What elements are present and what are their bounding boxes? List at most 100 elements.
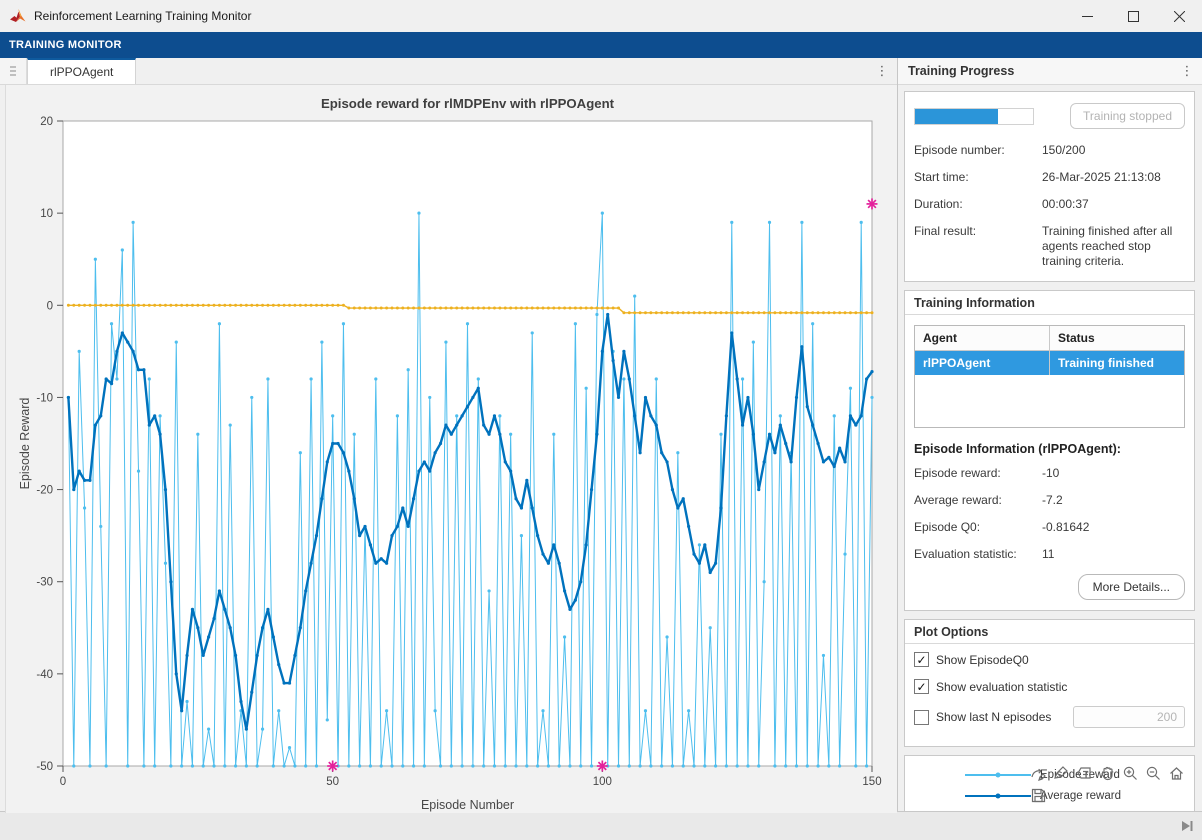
training-information-title: Training Information	[905, 291, 1194, 315]
cell-status: Training finished	[1050, 351, 1184, 375]
training-progress-header: Training Progress ⋮	[898, 58, 1202, 85]
episode-reward-row: Episode reward: -10	[905, 460, 1194, 487]
tab-label: rlPPOAgent	[50, 65, 113, 79]
svg-text:0: 0	[60, 776, 66, 788]
legend-label-episodeq0: EpisodeQ0	[1040, 811, 1097, 812]
duration-row: Duration: 00:00:37	[905, 191, 1194, 218]
svg-text:Episode reward for rlMDPEnv wi: Episode reward for rlMDPEnv with rlPPOAg…	[321, 96, 615, 111]
duration-value: 00:00:37	[1042, 197, 1185, 212]
duration-label: Duration:	[914, 197, 1042, 212]
datatips-icon[interactable]	[1074, 763, 1094, 783]
table-empty-area	[915, 375, 1184, 427]
table-row-rlppoagent[interactable]: rlPPOAgent Training finished	[915, 351, 1184, 375]
episode-number-label: Episode number:	[914, 143, 1042, 158]
start-time-value: 26-Mar-2025 21:13:08	[1042, 170, 1185, 185]
zoom-in-icon[interactable]	[1120, 763, 1140, 783]
agent-status-table: Agent Status rlPPOAgent Training finishe…	[914, 325, 1185, 428]
final-result-label: Final result:	[914, 224, 1042, 269]
evaluation-statistic-value: 11	[1042, 547, 1185, 562]
minimize-button[interactable]	[1064, 0, 1110, 32]
svg-text:Episode Reward: Episode Reward	[18, 398, 32, 490]
evaluation-statistic-label: Evaluation statistic:	[914, 547, 1042, 562]
svg-text:-30: -30	[36, 577, 53, 589]
svg-text:-40: -40	[36, 669, 53, 681]
export-image-icon[interactable]	[1028, 810, 1048, 811]
legend-item-episodeq0[interactable]: EpisodeQ0	[965, 806, 1194, 811]
maximize-button[interactable]	[1110, 0, 1156, 32]
show-episodeq0-option[interactable]: Show EpisodeQ0	[905, 644, 1194, 671]
show-evaluation-statistic-label: Show evaluation statistic	[936, 680, 1067, 694]
ribbon-tab-training-monitor[interactable]: TRAINING MONITOR	[9, 39, 122, 51]
episode-number-value: 150/200	[1042, 143, 1185, 158]
save-figure-icon[interactable]	[1028, 785, 1048, 805]
show-evaluation-statistic-checkbox[interactable]	[914, 679, 929, 694]
zoom-out-icon[interactable]	[1143, 763, 1163, 783]
episode-information-heading: Episode Information (rlPPOAgent):	[905, 434, 1194, 460]
more-details-button[interactable]: More Details...	[1078, 574, 1185, 600]
svg-text:-20: -20	[36, 485, 53, 497]
export-icon[interactable]	[1028, 763, 1048, 783]
svg-text:100: 100	[593, 776, 612, 788]
episode-reward-line-sample	[965, 774, 1031, 776]
show-last-n-episodes-checkbox[interactable]	[914, 710, 929, 725]
progress-section: Training stopped Episode number: 150/200…	[904, 91, 1195, 282]
tab-strip-menu-icon[interactable]: ⋮	[867, 58, 897, 84]
axes-toolbar	[1028, 763, 1186, 783]
svg-text:10: 10	[40, 208, 53, 220]
show-last-n-episodes-label: Show last N episodes	[936, 710, 1051, 724]
table-header-row: Agent Status	[915, 326, 1184, 351]
column-status: Status	[1050, 326, 1184, 351]
show-episodeq0-label: Show EpisodeQ0	[936, 653, 1029, 667]
episode-q0-value: -0.81642	[1042, 520, 1185, 535]
ribbon-bar: TRAINING MONITOR	[0, 32, 1202, 58]
show-episodeq0-checkbox[interactable]	[914, 652, 929, 667]
training-progress-title: Training Progress	[908, 64, 1172, 78]
training-progress-bar	[914, 108, 1034, 125]
final-result-value: Training finished after all agents reach…	[1042, 224, 1185, 269]
svg-text:150: 150	[862, 776, 881, 788]
column-agent: Agent	[915, 326, 1050, 351]
collapse-panel-icon[interactable]	[1180, 820, 1194, 832]
n-episodes-input[interactable]	[1073, 706, 1185, 728]
svg-text:-10: -10	[36, 392, 53, 404]
episode-reward-chart[interactable]: -50-40-30-20-1001020050100150Episode rew…	[6, 85, 897, 813]
pan-icon[interactable]	[1097, 763, 1117, 783]
app-window: Reinforcement Learning Training Monitor …	[0, 0, 1202, 840]
svg-text:-50: -50	[36, 761, 53, 773]
average-reward-row: Average reward: -7.2	[905, 487, 1194, 514]
plot-options-title: Plot Options	[905, 620, 1194, 644]
svg-text:0: 0	[47, 300, 53, 312]
tab-rlppoagent[interactable]: rlPPOAgent	[27, 58, 136, 84]
episode-q0-label: Episode Q0:	[914, 520, 1042, 535]
figure-area[interactable]: -50-40-30-20-1001020050100150Episode rew…	[5, 85, 897, 813]
final-result-row: Final result: Training finished after al…	[905, 218, 1194, 281]
tab-grip-handle[interactable]	[0, 58, 27, 84]
panel-menu-icon[interactable]: ⋮	[1172, 63, 1202, 79]
average-reward-line-sample	[965, 795, 1031, 797]
window-title: Reinforcement Learning Training Monitor	[34, 9, 1064, 23]
show-last-n-episodes-option[interactable]: Show last N episodes	[905, 698, 1194, 738]
svg-text:Episode Number: Episode Number	[421, 798, 514, 812]
episode-reward-label: Episode reward:	[914, 466, 1042, 481]
status-bar	[0, 811, 1202, 840]
episode-reward-value: -10	[1042, 466, 1185, 481]
show-evaluation-statistic-option[interactable]: Show evaluation statistic	[905, 671, 1194, 698]
cell-agent: rlPPOAgent	[915, 351, 1050, 375]
svg-text:50: 50	[326, 776, 339, 788]
legend-section: Episode reward Average reward EpisodeQ0	[904, 755, 1195, 811]
evaluation-statistic-row: Evaluation statistic: 11	[905, 541, 1194, 568]
document-tab-strip: rlPPOAgent ⋮	[0, 58, 897, 85]
close-button[interactable]	[1156, 0, 1202, 32]
training-stopped-button[interactable]: Training stopped	[1070, 103, 1185, 129]
plot-options-section: Plot Options Show EpisodeQ0 Show evaluat…	[904, 619, 1195, 747]
matlab-logo-icon	[9, 7, 27, 25]
start-time-row: Start time: 26-Mar-2025 21:13:08	[905, 164, 1194, 191]
progress-fill	[915, 109, 998, 124]
average-reward-value: -7.2	[1042, 493, 1185, 508]
export-submenu	[1028, 785, 1048, 811]
brush-icon[interactable]	[1051, 763, 1071, 783]
episode-q0-row: Episode Q0: -0.81642	[905, 514, 1194, 541]
legend-label-average-reward: Average reward	[1040, 790, 1121, 802]
home-icon[interactable]	[1166, 763, 1186, 783]
legend-item-average-reward[interactable]: Average reward	[965, 785, 1194, 806]
